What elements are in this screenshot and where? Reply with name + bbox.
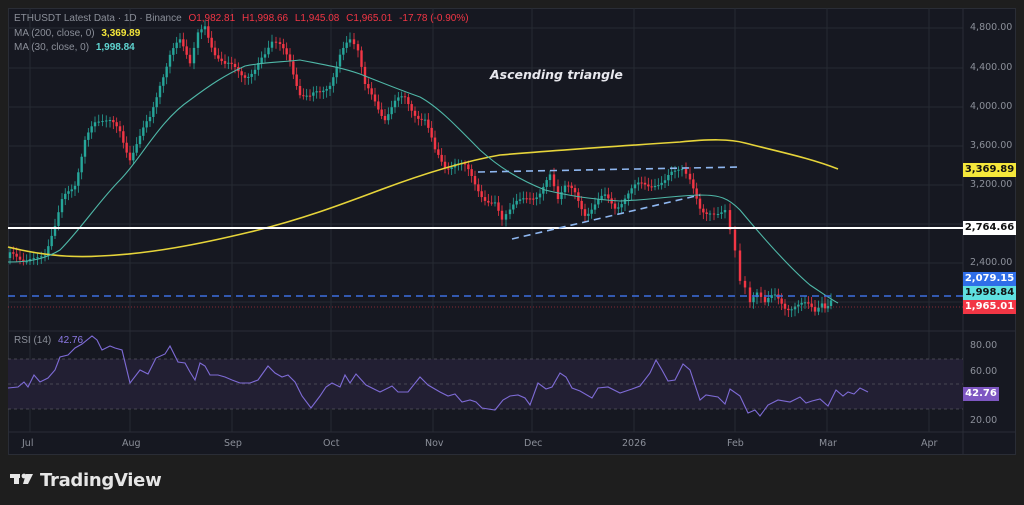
time-tick: Mar [819,438,837,449]
ma200-legend[interactable]: MA (200, close, 0) 3,369.89 [14,28,144,39]
ma30-label: MA (30, close, 0) [14,42,90,53]
candle-series [8,19,833,318]
ma200-line [7,139,839,258]
time-tick: Dec [524,438,543,449]
rsi-legend[interactable]: RSI (14) 42.76 [14,335,87,346]
pattern-annotation[interactable]: Ascending triangle [490,67,623,82]
time-tick: Nov [425,438,444,449]
ohlc-close: C1,965.01 [346,13,393,24]
symbol-info: ETHUSDT Latest Data · 1D · Binance [14,13,182,24]
price-tick: 3,200.00 [970,179,1013,190]
ma30-line [7,59,839,304]
tradingview-logo-icon [10,473,33,484]
rsi-tick: 80.00 [970,340,998,351]
time-tick: Oct [323,438,340,449]
price-tick: 4,800.00 [970,22,1013,33]
brand-name: TradingView [40,470,162,491]
time-tick: Sep [224,438,242,449]
ohlc-open: O1,982.81 [188,13,236,24]
level-price-tag: 2,079.15 [963,272,1016,286]
ohlc-low: L1,945.08 [294,13,340,24]
triangle-resistance-line [477,166,741,173]
ma30-value: 1,998.84 [95,42,135,53]
tradingview-brand[interactable]: TradingView [10,470,162,491]
ma200-label: MA (200, close, 0) [14,28,95,39]
time-tick: 2026 [622,438,647,449]
price-tick: 2,400.00 [970,257,1013,268]
ma200-value: 3,369.89 [101,28,141,39]
triangle-support-line [511,194,701,240]
grid-horizontal [8,27,963,303]
last-price-tag: 1,965.01 [963,300,1016,314]
ma30-legend[interactable]: MA (30, close, 0) 1,998.84 [14,42,139,53]
time-tick: Apr [921,438,938,449]
ma30-price-tag: 1,998.84 [963,286,1016,300]
rsi-tick: 60.00 [970,366,998,377]
price-tick: 4,000.00 [970,101,1013,112]
rsi-label: RSI (14) [14,335,52,346]
support-price-tag: 2,764.66 [963,221,1016,235]
time-tick: Feb [727,438,744,449]
ohlc-high: H1,998.66 [241,13,289,24]
ohlc-change: -17.78 (-0.90%) [399,13,469,24]
symbol-legend: ETHUSDT Latest Data · 1D · Binance O1,98… [14,13,473,24]
price-tick: 3,600.00 [970,140,1013,151]
rsi-value-tag: 42.76 [963,387,999,401]
ma200-price-tag: 3,369.89 [963,163,1016,177]
rsi-tick: 20.00 [970,415,998,426]
time-tick: Aug [122,438,141,449]
rsi-line [7,335,869,417]
time-tick: Jul [22,438,34,449]
rsi-value: 42.76 [58,335,84,346]
price-tick: 4,400.00 [970,62,1013,73]
